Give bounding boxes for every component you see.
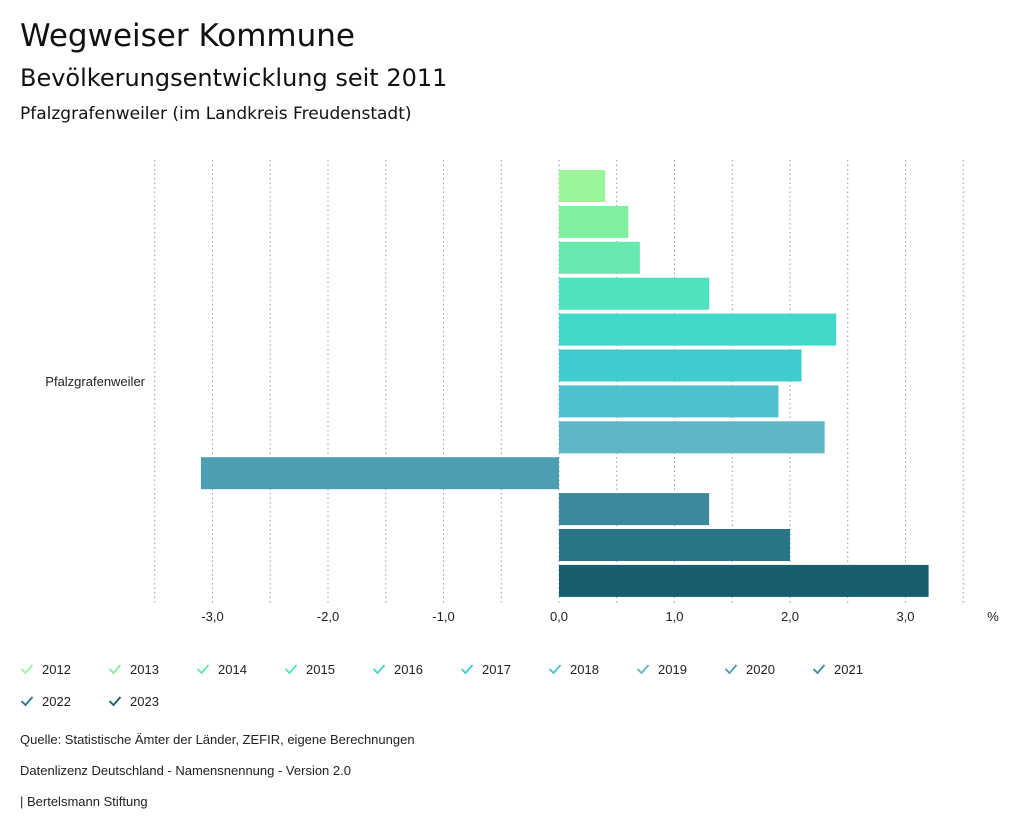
legend-item-2016[interactable]: 2016 (372, 656, 423, 682)
bar-2016 (559, 313, 837, 346)
bar-2023 (559, 564, 929, 597)
legend-label: 2022 (42, 693, 71, 709)
legend-label: 2020 (746, 661, 775, 677)
x-unit-label: % (987, 609, 999, 624)
bar-2019 (559, 421, 825, 454)
chart-location: Pfalzgrafenweiler (im Landkreis Freudens… (20, 104, 412, 124)
legend-label: 2013 (130, 661, 159, 677)
license-note: Datenlizenz Deutschland - Namensnennung … (20, 763, 351, 778)
chart-subtitle: Bevölkerungsentwicklung seit 2011 (20, 64, 448, 92)
x-tick-label: 3,0 (896, 609, 914, 624)
bar-2012 (559, 170, 606, 202)
legend-label: 2019 (658, 661, 687, 677)
check-icon (196, 664, 210, 675)
legend-item-2021[interactable]: 2021 (812, 656, 863, 682)
bar-2017 (559, 349, 802, 382)
legend-item-2014[interactable]: 2014 (196, 656, 247, 682)
legend-item-2023[interactable]: 2023 (108, 688, 159, 714)
bar-2020 (200, 457, 559, 490)
x-tick-label: 0,0 (550, 609, 568, 624)
check-icon (548, 664, 562, 675)
check-icon (812, 664, 826, 675)
check-icon (108, 696, 122, 707)
check-icon (460, 664, 474, 675)
legend-item-2019[interactable]: 2019 (636, 656, 687, 682)
bar-2018 (559, 385, 779, 418)
legend-label: 2012 (42, 661, 71, 677)
check-icon (724, 664, 738, 675)
bar-2015 (559, 277, 710, 310)
x-tick-label: -2,0 (317, 609, 339, 624)
legend-label: 2021 (834, 661, 863, 677)
check-icon (108, 664, 122, 675)
legend-item-2022[interactable]: 2022 (20, 688, 71, 714)
legend-item-2013[interactable]: 2013 (108, 656, 159, 682)
legend-item-2017[interactable]: 2017 (460, 656, 511, 682)
legend-item-2020[interactable]: 2020 (724, 656, 775, 682)
legend-label: 2014 (218, 661, 247, 677)
legend-item-2012[interactable]: 2012 (20, 656, 71, 682)
y-category-label: Pfalzgrafenweiler (45, 374, 145, 389)
legend-item-2018[interactable]: 2018 (548, 656, 599, 682)
bar-2013 (559, 205, 629, 238)
legend-label: 2015 (306, 661, 335, 677)
x-tick-label: -3,0 (201, 609, 223, 624)
legend-item-2015[interactable]: 2015 (284, 656, 335, 682)
legend-label: 2016 (394, 661, 423, 677)
bar-chart: -3,0 -2,0 -1,0 0,0 1,0 2,0 3,0 % Pfalzgrafenweil… (45, 160, 999, 624)
bar-2022 (559, 529, 790, 561)
x-tick-label: 1,0 (665, 609, 683, 624)
x-tick-label: 2,0 (781, 609, 799, 624)
page-title: Wegweiser Kommune (20, 18, 355, 54)
bar-2014 (559, 241, 640, 274)
source-note: Quelle: Statistische Ämter der Länder, Z… (20, 732, 415, 747)
check-icon (20, 664, 34, 675)
legend-label: 2018 (570, 661, 599, 677)
bar-2021 (559, 493, 710, 526)
check-icon (284, 664, 298, 675)
check-icon (372, 664, 386, 675)
x-tick-label: -1,0 (432, 609, 454, 624)
legend-label: 2023 (130, 693, 159, 709)
publisher-note: | Bertelsmann Stiftung (20, 794, 148, 809)
check-icon (20, 696, 34, 707)
check-icon (636, 664, 650, 675)
legend-label: 2017 (482, 661, 511, 677)
